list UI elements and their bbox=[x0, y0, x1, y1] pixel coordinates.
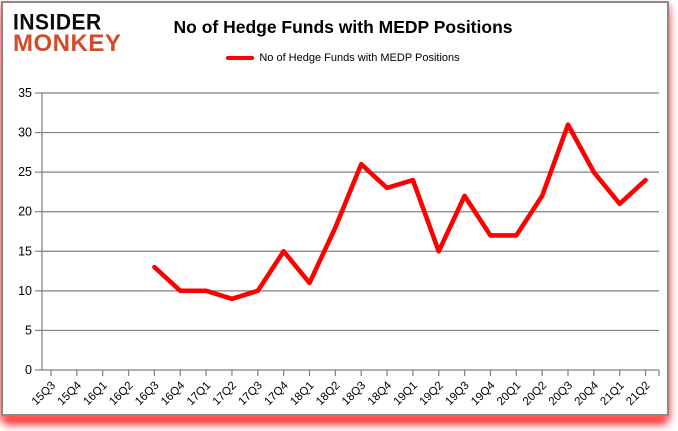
x-axis-tick-label: 21Q1 bbox=[598, 380, 626, 408]
x-axis-tick-label: 17Q4 bbox=[262, 379, 291, 408]
x-axis-tick-label: 18Q3 bbox=[340, 380, 368, 408]
x-axis-tick-label: 21Q2 bbox=[624, 380, 652, 408]
x-axis-tick-label: 15Q4 bbox=[56, 379, 85, 408]
x-axis-tick-label: 16Q3 bbox=[133, 380, 161, 408]
x-axis-tick-label: 20Q4 bbox=[573, 379, 602, 408]
y-axis-tick-label: 0 bbox=[25, 363, 32, 377]
x-axis-tick-label: 16Q4 bbox=[159, 379, 188, 408]
x-axis-tick-label: 20Q1 bbox=[495, 380, 523, 408]
x-axis-tick-label: 16Q1 bbox=[81, 380, 109, 408]
y-axis-tick-label: 25 bbox=[18, 165, 32, 179]
insider-monkey-logo: INSIDER MONKEY bbox=[13, 10, 122, 58]
x-axis-tick-label: 19Q2 bbox=[417, 380, 445, 408]
x-axis-tick-label: 19Q4 bbox=[469, 379, 498, 408]
chart-header: No of Hedge Funds with MEDP Positions No… bbox=[141, 17, 545, 64]
y-axis-tick-label: 15 bbox=[18, 244, 32, 258]
legend-line-swatch bbox=[226, 56, 255, 60]
x-axis-tick-label: 18Q4 bbox=[366, 379, 395, 408]
x-axis-tick-label: 17Q1 bbox=[185, 380, 213, 408]
logo-line-monkey: MONKEY bbox=[13, 30, 122, 58]
y-axis-tick-label: 10 bbox=[18, 284, 32, 298]
x-axis-tick-label: 19Q1 bbox=[392, 380, 420, 408]
y-axis-tick-label: 30 bbox=[18, 126, 32, 140]
y-axis-tick-label: 35 bbox=[18, 86, 32, 100]
legend: No of Hedge Funds with MEDP Positions bbox=[141, 52, 545, 64]
x-axis-tick-label: 17Q2 bbox=[211, 380, 239, 408]
x-axis-tick-label: 19Q3 bbox=[443, 380, 471, 408]
y-axis-tick-label: 20 bbox=[18, 205, 32, 219]
legend-label: No of Hedge Funds with MEDP Positions bbox=[259, 52, 460, 64]
y-axis-tick-label: 5 bbox=[25, 323, 32, 337]
x-axis-tick-label: 18Q2 bbox=[314, 380, 342, 408]
x-axis-tick-label: 15Q3 bbox=[30, 380, 58, 408]
logo-line-insider: INSIDER bbox=[13, 10, 102, 35]
chart-panel: INSIDER MONKEY No of Hedge Funds with ME… bbox=[1, 1, 669, 416]
chart-title: No of Hedge Funds with MEDP Positions bbox=[173, 17, 513, 37]
x-axis-tick-label: 18Q1 bbox=[288, 380, 316, 408]
x-axis-tick-label: 16Q2 bbox=[107, 380, 135, 408]
x-axis-tick-label: 20Q2 bbox=[521, 380, 549, 408]
x-axis-tick-label: 20Q3 bbox=[547, 380, 575, 408]
x-axis-tick-label: 17Q3 bbox=[237, 380, 265, 408]
line-chart: 0510152025303515Q315Q416Q116Q216Q316Q417… bbox=[18, 86, 660, 408]
series-line bbox=[152, 122, 648, 302]
